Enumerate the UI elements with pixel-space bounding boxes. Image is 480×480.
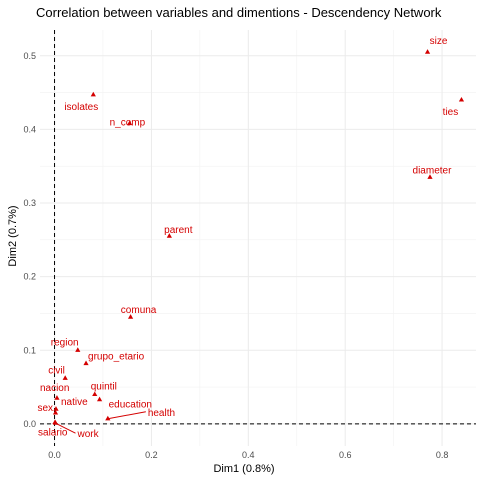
connector-health [107,411,146,420]
point-n-comp [127,120,133,126]
data-points [52,49,465,425]
axis-ticks: 0.0 0.2 0.4 0.6 0.8 0.0 0.1 0.2 0.3 0.4 0.5 [23,51,448,460]
point-grupo-etario [83,360,89,366]
y-axis-title: Dim2 (0.7%) [7,205,19,266]
point-region [75,347,81,352]
point-work [52,420,59,425]
point-quintil [92,391,98,397]
y-tick-label: 0.4 [23,124,36,134]
point-label-diameter: diameter [413,165,453,176]
point-label-nacion: nacion [40,383,69,394]
point-label-size: size [430,36,448,47]
point-isolates [90,91,96,97]
x-tick-label: 0.0 [48,450,61,460]
point-education [96,396,103,402]
point-labels: size ties isolates n_comp diameter parent comu… [38,36,459,440]
point-label-sex: sex [38,403,54,414]
point-label-region: region [51,337,79,348]
chart-title: Correlation between variables and diment… [36,5,442,20]
point-label-parent: parent [164,225,193,236]
point-label-salario: salario [38,427,68,438]
point-nacion [54,395,60,400]
point-label-civil: civil [48,365,65,376]
y-tick-label: 0.0 [23,419,36,429]
point-label-native: native [61,397,88,408]
reference-lines [40,30,476,446]
x-tick-label: 0.6 [339,450,352,460]
point-native [53,406,59,411]
point-label-grupo-etario: grupo_etario [88,352,145,363]
point-label-ties: ties [443,107,459,118]
point-label-isolates: isolates [64,102,98,113]
x-tick-label: 0.4 [242,450,255,460]
point-parent [166,233,172,238]
label-connectors [55,411,146,434]
point-health [105,415,111,421]
point-comuna [127,314,134,319]
point-label-quintil: quintil [91,381,117,392]
point-ties [458,96,465,102]
y-tick-label: 0.5 [23,51,36,61]
point-sex [52,409,59,415]
point-label-work: work [77,429,100,440]
point-label-education: education [109,400,152,411]
x-tick-label: 0.8 [436,450,449,460]
point-civil [62,375,68,380]
y-tick-label: 0.3 [23,198,36,208]
point-label-comuna: comuna [121,305,157,316]
y-tick-label: 0.2 [23,272,36,282]
x-tick-label: 0.2 [145,450,158,460]
connector-work [55,422,76,434]
y-tick-label: 0.1 [23,345,36,355]
point-label-health: health [148,408,175,419]
grid-lines [40,30,476,446]
x-axis-title: Dim1 (0.8%) [213,463,274,475]
point-size [424,49,431,54]
point-label-n-comp: n_comp [110,118,146,129]
point-diameter [427,174,433,179]
